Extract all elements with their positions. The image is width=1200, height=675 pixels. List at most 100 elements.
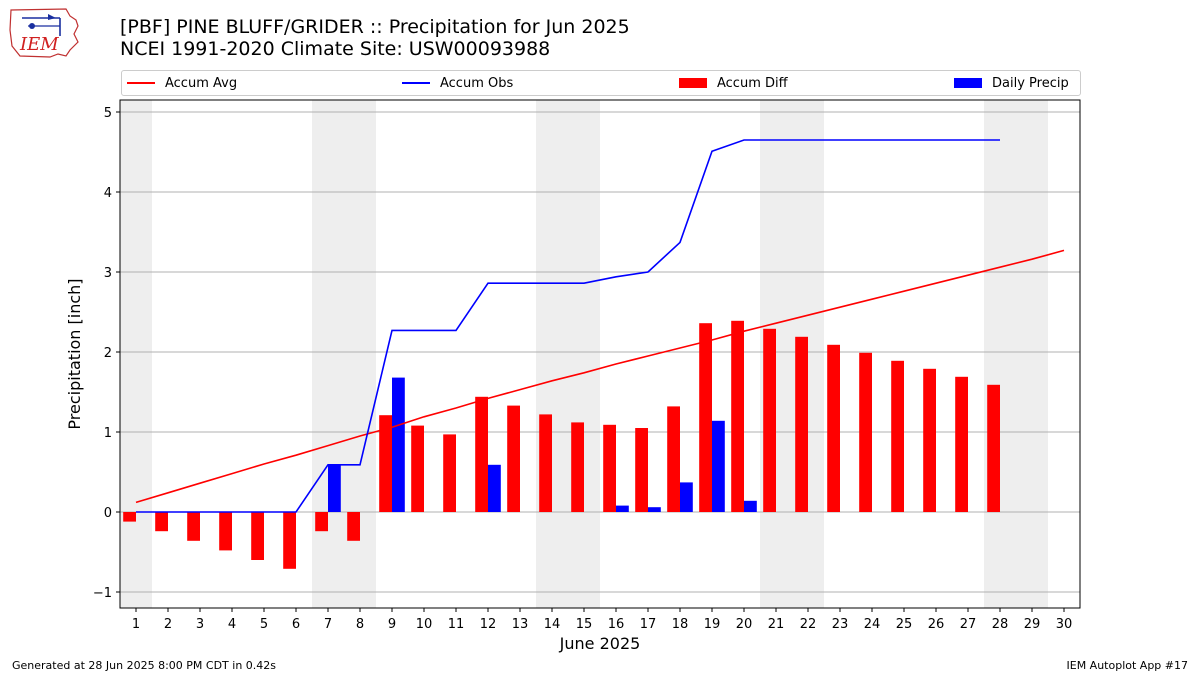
legend-item-accum-obs: Accum Obs [402, 71, 513, 95]
y-tick-label: 4 [104, 186, 112, 201]
x-tick-label: 29 [1024, 617, 1041, 632]
x-tick-label: 19 [704, 617, 721, 632]
legend-item-accum-avg: Accum Avg [127, 71, 237, 95]
x-tick-label: 26 [928, 617, 945, 632]
chart-legend: Accum Avg Accum Obs Accum Diff Daily Pre… [121, 70, 1081, 96]
bar-daily-precip [712, 420, 725, 512]
bar-daily-precip [648, 507, 661, 512]
x-tick-label: 16 [608, 617, 625, 632]
chart-title: [PBF] PINE BLUFF/GRIDER :: Precipitation… [120, 16, 630, 60]
x-tick-label: 6 [292, 617, 300, 632]
bar-accum-diff [315, 512, 328, 532]
x-tick-label: 10 [416, 617, 433, 632]
x-tick-label: 5 [260, 617, 268, 632]
x-tick-label: 17 [640, 617, 657, 632]
x-tick-label: 18 [672, 617, 689, 632]
x-tick-label: 8 [356, 617, 364, 632]
x-tick-label: 28 [992, 617, 1009, 632]
bar-daily-precip [616, 505, 629, 512]
bar-accum-diff [891, 360, 904, 512]
x-tick-label: 12 [480, 617, 497, 632]
title-line-2: NCEI 1991-2020 Climate Site: USW00093988 [120, 38, 551, 60]
x-tick-label: 21 [768, 617, 785, 632]
x-tick-label: 2 [164, 617, 172, 632]
footer-app: IEM Autoplot App #17 [1066, 659, 1189, 672]
x-tick-label: 22 [800, 617, 817, 632]
x-tick-label: 24 [864, 617, 881, 632]
y-tick-label: 2 [104, 346, 112, 361]
bar-accum-diff [699, 323, 712, 512]
plot-frame [119, 99, 1081, 609]
bar-accum-diff [507, 405, 520, 512]
x-tick-label: 20 [736, 617, 753, 632]
x-tick-label: 23 [832, 617, 849, 632]
iem-logo: IEM [8, 6, 80, 60]
bar-accum-diff [987, 384, 1000, 512]
title-line-1: [PBF] PINE BLUFF/GRIDER :: Precipitation… [120, 16, 630, 38]
legend-label-accum-obs: Accum Obs [440, 75, 514, 91]
bar-accum-diff [283, 512, 296, 569]
x-tick-label: 15 [576, 617, 593, 632]
weekend-band [1016, 100, 1048, 608]
logo-text: IEM [19, 34, 59, 55]
legend-swatch-accum-avg [127, 82, 155, 84]
bar-accum-diff [379, 415, 392, 512]
bar-accum-diff [635, 428, 648, 512]
bar-accum-diff [827, 344, 840, 512]
bar-accum-diff [763, 328, 776, 512]
y-tick-label: 1 [104, 426, 112, 441]
y-axis-label: Precipitation [inch] [65, 278, 84, 429]
line-accum-obs [136, 139, 1000, 513]
y-tick-label: −1 [93, 586, 112, 601]
bar-accum-diff [795, 336, 808, 512]
bar-accum-diff [219, 512, 232, 551]
legend-label-accum-diff: Accum Diff [717, 75, 788, 91]
x-tick-label: 25 [896, 617, 913, 632]
bar-accum-diff [603, 424, 616, 512]
x-tick-label: 27 [960, 617, 977, 632]
weekend-band [536, 100, 568, 608]
bar-accum-diff [859, 352, 872, 512]
x-tick-label: 1 [132, 617, 140, 632]
bar-accum-diff [123, 512, 136, 522]
bar-accum-diff [187, 512, 200, 541]
x-tick-label: 14 [544, 617, 561, 632]
line-accum-avg [135, 249, 1065, 504]
weekend-band [120, 100, 152, 608]
bar-accum-diff [443, 434, 456, 512]
legend-item-accum-diff: Accum Diff [679, 71, 788, 95]
bar-daily-precip [680, 482, 693, 512]
legend-swatch-accum-obs [402, 82, 430, 84]
y-tick-label: 3 [104, 266, 112, 281]
bar-daily-precip [488, 464, 501, 512]
legend-swatch-daily-precip [954, 78, 982, 88]
x-tick-label: 30 [1056, 617, 1073, 632]
bar-accum-diff [155, 512, 168, 532]
legend-label-daily-precip: Daily Precip [992, 75, 1069, 91]
legend-swatch-accum-diff [679, 78, 707, 88]
x-tick-label: 4 [228, 617, 236, 632]
legend-label-accum-avg: Accum Avg [165, 75, 238, 91]
bar-accum-diff [347, 512, 360, 541]
legend-item-daily-precip: Daily Precip [954, 71, 1069, 95]
bar-daily-precip [328, 464, 341, 512]
bar-daily-precip [744, 500, 757, 512]
x-tick-label: 9 [388, 617, 396, 632]
bar-accum-diff [411, 425, 424, 512]
bar-accum-diff [731, 320, 744, 512]
footer-generated: Generated at 28 Jun 2025 8:00 PM CDT in … [12, 659, 277, 672]
bar-accum-diff [539, 414, 552, 512]
bar-daily-precip [392, 377, 405, 512]
y-tick-label: 0 [104, 506, 112, 521]
bar-accum-diff [667, 406, 680, 512]
bar-accum-diff [571, 422, 584, 512]
y-tick-label: 5 [104, 106, 112, 121]
bar-accum-diff [475, 396, 488, 512]
x-tick-label: 13 [512, 617, 529, 632]
x-tick-label: 7 [324, 617, 332, 632]
x-tick-label: 3 [196, 617, 204, 632]
bar-accum-diff [923, 368, 936, 512]
bar-accum-diff [251, 512, 264, 560]
weekend-band [568, 100, 600, 608]
